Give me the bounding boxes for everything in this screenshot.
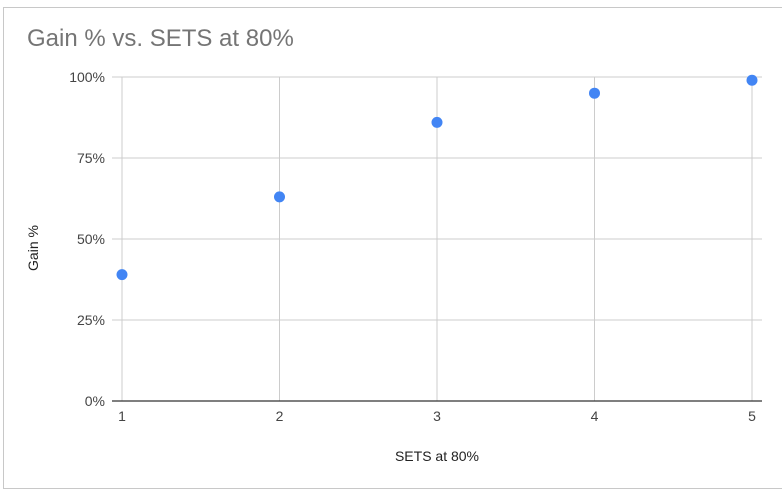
x-tick-label: 4 (591, 408, 599, 424)
data-point (431, 116, 443, 128)
x-tick-label: 1 (118, 408, 126, 424)
y-tick-label: 75% (77, 150, 105, 166)
y-axis-title: Gain % (25, 225, 41, 271)
y-tick-label: 100% (69, 69, 105, 85)
data-point (746, 74, 758, 86)
y-tick-label: 0% (85, 393, 105, 409)
data-points (116, 74, 758, 281)
data-point (274, 191, 285, 203)
data-point (589, 87, 600, 99)
x-tick-labels: 1 2 3 4 5 (118, 408, 756, 424)
x-tick-label: 2 (276, 408, 284, 424)
y-tick-label: 50% (77, 231, 105, 247)
y-tick-labels: 0% 25% 50% 75% 100% (69, 69, 105, 409)
x-axis-title: SETS at 80% (395, 448, 479, 464)
data-point (116, 269, 128, 281)
x-gridlines (121, 77, 753, 401)
x-tick-label: 3 (433, 408, 441, 424)
y-tick-label: 25% (77, 312, 105, 328)
chart-title: Gain % vs. SETS at 80% (27, 25, 294, 52)
x-tick-label: 5 (748, 408, 756, 424)
